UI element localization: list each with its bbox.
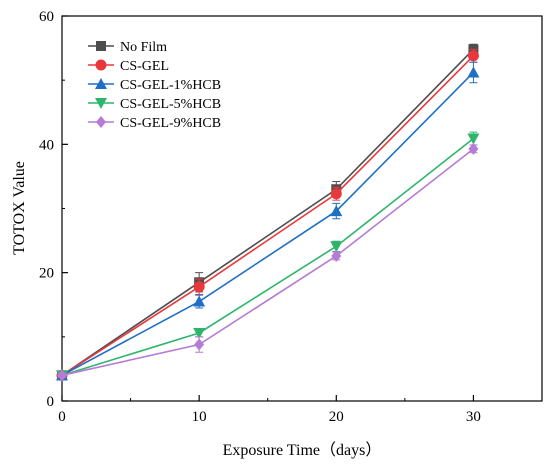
legend-label: CS-GEL-1%HCB	[120, 78, 221, 93]
legend-marker	[95, 98, 107, 109]
x-tick-label: 30	[466, 409, 481, 425]
series-layer	[56, 43, 480, 382]
legend-label: CS-GEL-5%HCB	[120, 97, 221, 112]
data-point	[468, 142, 479, 155]
data-point	[467, 133, 480, 145]
x-tick-label: 0	[58, 409, 66, 425]
legend-marker	[96, 116, 106, 128]
legend-entry: CS-GEL-5%HCB	[88, 97, 221, 112]
legend-entry: No Film	[88, 40, 167, 55]
data-point	[467, 50, 479, 62]
legend-entry: CS-GEL-1%HCB	[88, 78, 221, 93]
series-line	[61, 137, 474, 377]
data-point	[330, 241, 343, 253]
legend-entry: CS-GEL	[88, 59, 169, 74]
series-line	[61, 71, 474, 377]
y-tick-label: 0	[47, 394, 55, 410]
data-point	[331, 249, 342, 262]
x-tick-label: 20	[329, 409, 344, 425]
data-point	[57, 369, 67, 382]
legend: No Film CS-GEL CS-GEL-1%HCB CS-GEL-5%HCB CS-…	[88, 40, 221, 131]
series-cs-gel-9-hcb	[57, 142, 479, 382]
series-cs-gel	[56, 48, 479, 381]
series-line	[61, 55, 474, 377]
data-point	[193, 295, 206, 307]
y-tick-label: 60	[39, 9, 54, 25]
legend-label: CS-GEL	[120, 59, 169, 74]
data-point	[330, 205, 343, 217]
series-line	[61, 48, 474, 376]
data-point	[194, 338, 205, 351]
legend-marker	[96, 41, 106, 51]
data-point	[193, 281, 205, 293]
legend-marker	[95, 78, 107, 89]
y-tick-label: 40	[39, 137, 54, 153]
legend-marker	[95, 59, 107, 71]
data-point	[193, 327, 206, 339]
axes-layer: 0 10 20 30 0 20 40 60	[39, 9, 481, 425]
legend-entry: CS-GEL-9%HCB	[88, 116, 221, 131]
legend-label: CS-GEL-9%HCB	[120, 116, 221, 131]
legend-label: No Film	[120, 40, 167, 55]
series-no-film	[57, 43, 479, 381]
x-tick-label: 10	[192, 409, 207, 425]
y-axis-label: TOTOX Value	[11, 161, 28, 255]
series-line	[61, 148, 474, 377]
data-point	[467, 66, 480, 78]
y-tick-label: 20	[39, 266, 54, 282]
data-point	[330, 188, 342, 200]
x-axis-label: Exposure Time（days）	[223, 441, 382, 459]
